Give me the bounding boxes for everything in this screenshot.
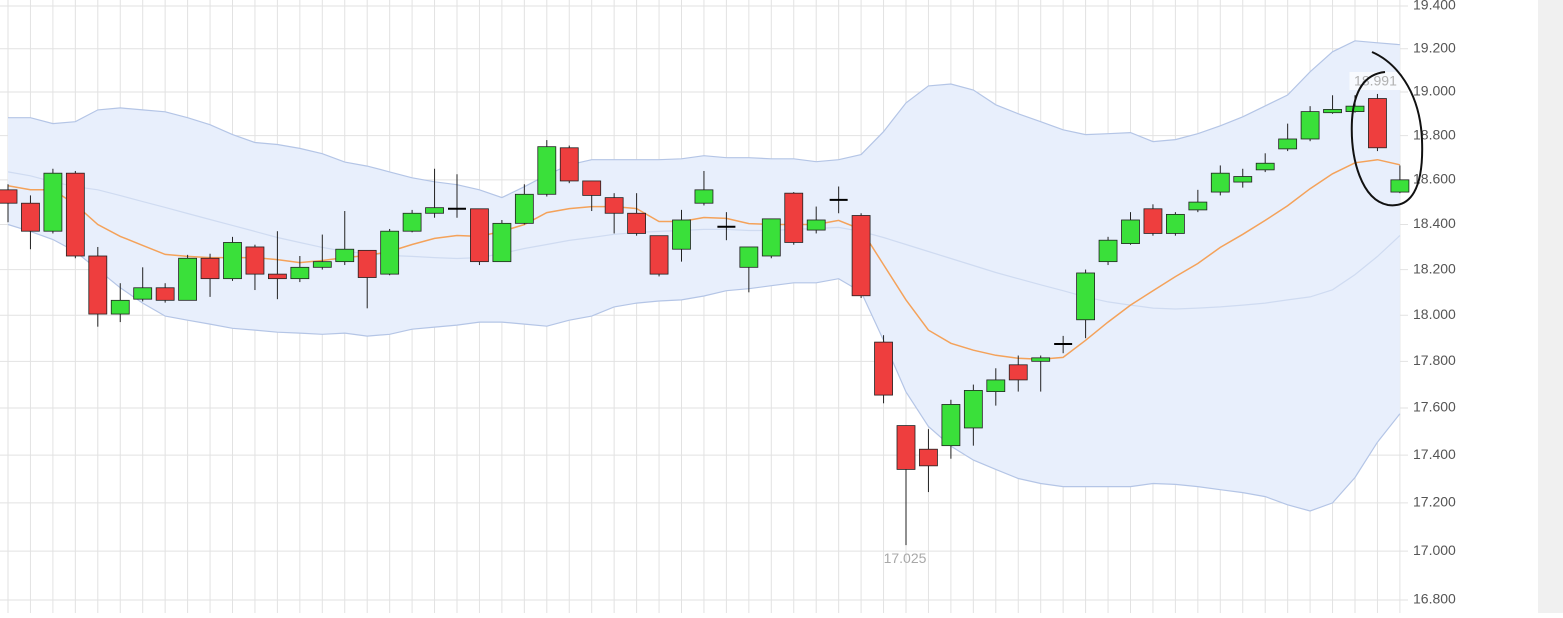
candle-body: [312, 261, 332, 268]
candle-body: [1323, 109, 1342, 114]
candle-body: [672, 219, 691, 250]
candle-body: [784, 192, 804, 243]
candle-body: [133, 287, 153, 300]
candle-body: [267, 273, 287, 280]
y-tick-label: 18.800: [1413, 126, 1456, 142]
candle-body: [470, 208, 489, 263]
band-fill: [8, 40, 1400, 512]
candle-body: [1076, 272, 1095, 321]
scrollbar-track: [1538, 0, 1563, 613]
candle-body: [1300, 111, 1320, 140]
candle-body: [21, 202, 40, 232]
candle-body: [1390, 179, 1410, 193]
candle-body: [806, 219, 826, 231]
y-tick-label: 17.800: [1413, 352, 1456, 368]
candle-body: [43, 172, 63, 232]
candle-body: [335, 248, 355, 263]
candle-body: [537, 146, 557, 195]
candle-body: [604, 197, 624, 214]
y-tick-label: 18.400: [1413, 215, 1456, 231]
candle-body: [1098, 239, 1118, 263]
candle-body: [357, 249, 377, 278]
candle-body: [290, 266, 310, 280]
candle-body: [88, 255, 108, 315]
candle-body: [963, 390, 983, 429]
candle-body: [627, 212, 646, 234]
candle-body: [1143, 208, 1163, 234]
y-tick-label: 18.200: [1413, 260, 1456, 276]
band-lower: [7, 223, 1401, 512]
candle-body: [1210, 172, 1230, 193]
candle-body: [874, 341, 893, 396]
candle-body: [1121, 219, 1140, 244]
band-upper: [8, 40, 1400, 199]
candle-body: [1345, 105, 1365, 113]
candle-body: [380, 230, 400, 275]
candle-body: [739, 246, 759, 268]
candle-body: [582, 180, 602, 196]
y-tick-label: 17.200: [1413, 494, 1456, 510]
y-tick-label: 16.800: [1413, 591, 1456, 607]
candle-body: [514, 193, 534, 224]
candle-body: [492, 222, 512, 263]
y-tick-label: 17.000: [1413, 542, 1456, 558]
candle-body: [1278, 138, 1298, 150]
y-tick-label: 19.200: [1413, 39, 1456, 55]
candle-body: [0, 189, 18, 204]
candle-body: [919, 448, 938, 467]
y-tick-label: 18.600: [1413, 171, 1456, 187]
candle-body: [1233, 176, 1253, 183]
labels: 19.400 19.200 19.000 18.800 18.600 18.400 18.2…: [884, 0, 1456, 607]
y-tick-label: 19.000: [1413, 83, 1456, 99]
candle-body: [896, 425, 916, 470]
candle-body: [402, 212, 422, 232]
candle-body: [986, 379, 1006, 392]
candle-body: [1166, 213, 1185, 234]
candle-body: [649, 235, 669, 275]
candle-body: [1008, 364, 1028, 381]
candle-body: [155, 287, 175, 301]
band-middle: [7, 171, 1401, 310]
candle-body: [1255, 162, 1275, 171]
hand-drawn-circle: [1350, 51, 1424, 207]
y-tick-label: 17.600: [1413, 399, 1456, 415]
candle-body: [941, 404, 961, 447]
candle-body: [65, 172, 85, 257]
max-label: 18.991: [1354, 73, 1397, 89]
candle-body: [761, 218, 781, 257]
y-tick-label: 19.400: [1413, 0, 1456, 13]
candle-body: [110, 299, 130, 315]
y-tick-label: 17.400: [1413, 446, 1456, 462]
candle-body: [245, 246, 265, 275]
candle-body: [1368, 98, 1387, 149]
candle-body: [200, 257, 220, 280]
candle-body: [1031, 357, 1051, 362]
candle-body: [425, 207, 444, 214]
candle-body: [851, 215, 871, 297]
candle-body: [178, 257, 198, 301]
candle-body: [559, 147, 579, 182]
candle-body: [1188, 201, 1208, 211]
candle-body: [694, 189, 714, 204]
y-tick-label: 18.000: [1413, 306, 1456, 322]
candles: [0, 93, 1410, 546]
min-label: 17.025: [884, 550, 927, 566]
candle-body: [223, 242, 242, 280]
